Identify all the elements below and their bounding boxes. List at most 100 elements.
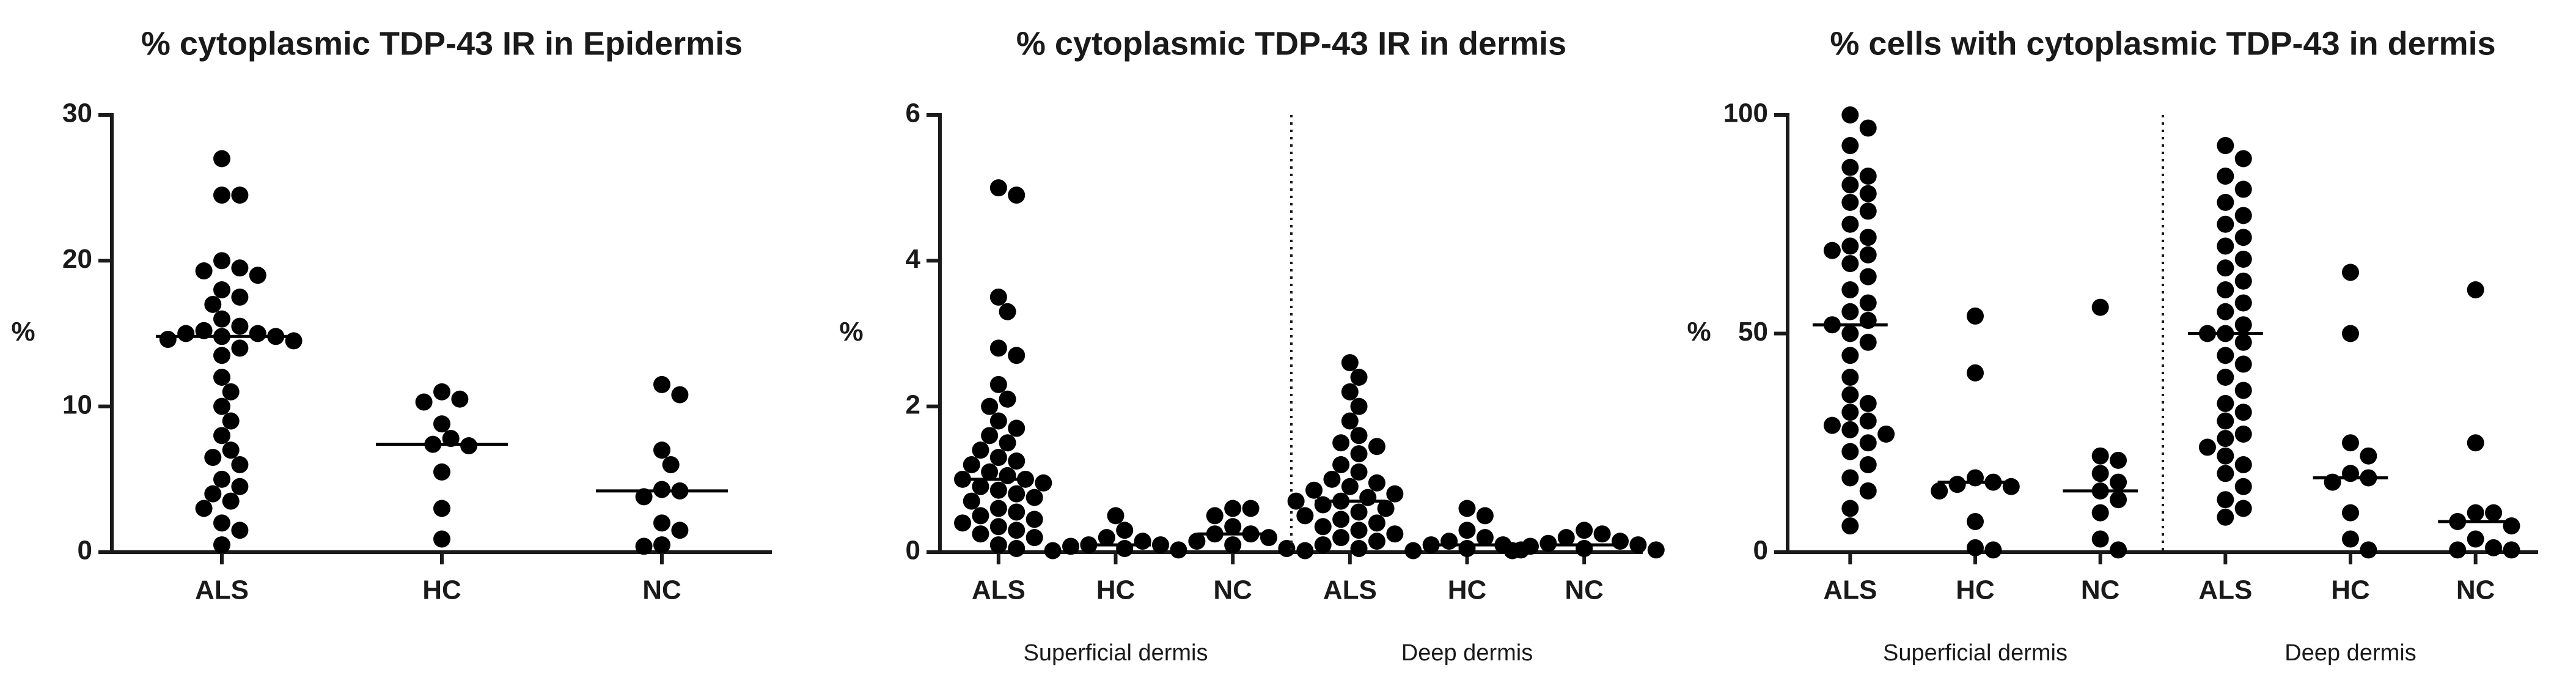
data-point bbox=[2234, 500, 2252, 517]
data-point bbox=[249, 267, 266, 284]
data-point bbox=[222, 383, 240, 401]
x-tick-label: HC bbox=[1448, 575, 1487, 605]
data-point bbox=[1377, 500, 1395, 517]
data-point bbox=[2217, 168, 2234, 185]
data-point bbox=[1841, 347, 1859, 364]
data-point bbox=[1350, 369, 1368, 386]
data-point bbox=[989, 179, 1007, 197]
data-point bbox=[1984, 541, 2002, 559]
data-point bbox=[1008, 452, 1026, 470]
data-point bbox=[1859, 268, 1877, 286]
data-point bbox=[1841, 106, 1859, 124]
data-point bbox=[1107, 507, 1125, 525]
x-tick-label: NC bbox=[642, 575, 681, 605]
data-point bbox=[2110, 451, 2127, 469]
data-point bbox=[2234, 425, 2252, 443]
data-point bbox=[972, 525, 989, 543]
data-point bbox=[653, 441, 670, 459]
data-point bbox=[1341, 412, 1359, 430]
data-point bbox=[989, 339, 1007, 357]
data-point bbox=[1859, 312, 1877, 330]
data-point bbox=[2467, 434, 2484, 452]
data-point bbox=[1386, 525, 1404, 543]
data-point bbox=[989, 518, 1007, 536]
data-point bbox=[1008, 347, 1026, 364]
x-tick-label: ALS bbox=[1323, 575, 1377, 605]
data-point bbox=[2234, 180, 2252, 198]
data-point bbox=[2234, 207, 2252, 224]
data-point bbox=[1008, 540, 1026, 558]
data-point bbox=[213, 150, 230, 168]
data-point bbox=[2217, 508, 2234, 526]
y-tick-label: 10 bbox=[62, 389, 92, 419]
data-point bbox=[231, 522, 249, 539]
data-point bbox=[433, 415, 450, 433]
data-point bbox=[1629, 536, 1647, 554]
data-point bbox=[1859, 434, 1877, 452]
data-point bbox=[2234, 404, 2252, 421]
data-point bbox=[2110, 541, 2127, 559]
data-point bbox=[2234, 229, 2252, 246]
data-point bbox=[1647, 541, 1665, 559]
data-point bbox=[2217, 430, 2234, 448]
data-point bbox=[1841, 158, 1859, 176]
data-point bbox=[249, 325, 266, 342]
data-point bbox=[231, 186, 249, 204]
y-tick-label: 0 bbox=[906, 536, 920, 566]
data-point bbox=[2217, 281, 2234, 298]
data-point bbox=[1476, 529, 1494, 547]
data-point bbox=[1967, 539, 1984, 556]
data-point bbox=[1026, 529, 1043, 547]
data-point bbox=[989, 500, 1007, 517]
data-point bbox=[231, 339, 249, 357]
data-point bbox=[1386, 485, 1404, 503]
data-point bbox=[1458, 500, 1476, 517]
data-point bbox=[2485, 504, 2503, 522]
data-point bbox=[1859, 119, 1877, 137]
data-point bbox=[1341, 383, 1359, 401]
y-tick-label: 0 bbox=[1753, 536, 1768, 566]
data-point bbox=[671, 522, 689, 539]
data-point bbox=[1008, 522, 1026, 539]
data-point bbox=[1026, 489, 1043, 506]
data-point bbox=[1359, 489, 1377, 506]
data-point bbox=[231, 288, 249, 306]
data-point bbox=[1305, 481, 1323, 499]
data-point bbox=[195, 500, 213, 517]
data-point bbox=[1823, 416, 1841, 434]
data-point bbox=[433, 383, 450, 401]
data-point bbox=[1593, 525, 1611, 543]
data-point bbox=[1026, 511, 1043, 528]
data-point bbox=[433, 500, 450, 517]
data-point bbox=[1224, 536, 1242, 554]
data-point bbox=[981, 463, 999, 481]
data-point bbox=[2234, 316, 2252, 334]
data-point bbox=[2217, 369, 2234, 386]
data-point bbox=[2217, 137, 2234, 155]
data-point bbox=[204, 295, 222, 313]
data-point bbox=[2342, 504, 2359, 522]
data-point bbox=[231, 317, 249, 335]
x-tick-label: HC bbox=[1096, 575, 1136, 605]
data-point bbox=[2467, 504, 2484, 522]
data-point bbox=[2217, 412, 2234, 430]
data-point bbox=[1332, 456, 1350, 473]
data-point bbox=[1440, 533, 1458, 550]
data-point bbox=[2324, 473, 2341, 491]
data-point bbox=[1350, 463, 1368, 481]
data-point bbox=[1116, 522, 1134, 539]
y-tick-label: 30 bbox=[62, 98, 92, 128]
data-point bbox=[1224, 518, 1242, 536]
data-point bbox=[2002, 478, 2020, 495]
x-tick-label: ALS bbox=[195, 575, 249, 605]
data-point bbox=[2234, 333, 2252, 351]
x-tick-label: ALS bbox=[1823, 575, 1877, 605]
data-point bbox=[1341, 478, 1359, 495]
data-point bbox=[989, 449, 1007, 467]
data-point bbox=[213, 470, 230, 488]
data-point bbox=[2342, 325, 2359, 342]
x-tick-label: NC bbox=[1213, 575, 1252, 605]
data-point bbox=[1314, 536, 1332, 554]
data-point bbox=[213, 369, 230, 386]
